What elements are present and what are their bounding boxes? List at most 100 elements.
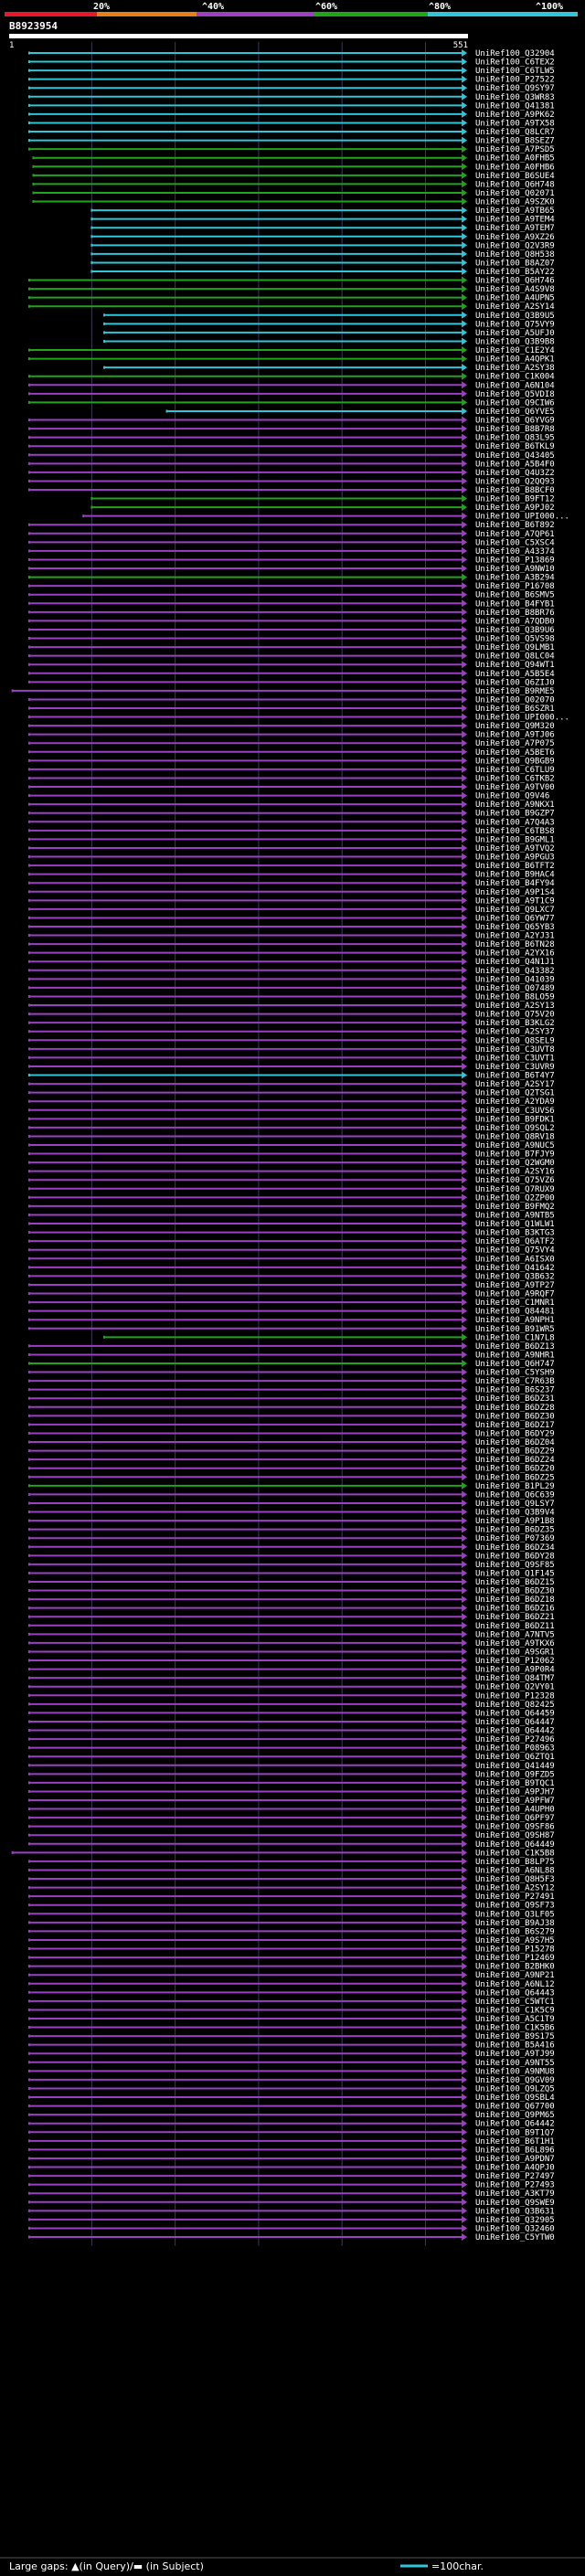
hit-row[interactable]: UniRef100_Q2WGM0	[27, 1159, 555, 1168]
hit-row[interactable]: UniRef100_B5A416	[27, 2041, 555, 2051]
hit-row[interactable]: UniRef100_A4QPJ0	[27, 2163, 555, 2173]
hit-label[interactable]: UniRef100_A9SZK0	[475, 198, 555, 207]
hit-row[interactable]: UniRef100_Q6YVE5	[165, 407, 555, 417]
hit-label[interactable]: UniRef100_A9TB65	[475, 207, 555, 216]
hit-row[interactable]: UniRef100_B6DZ24	[27, 1456, 555, 1465]
hit-row[interactable]: UniRef100_B6DZ28	[27, 1403, 555, 1413]
hit-row[interactable]: UniRef100_A4QPK1	[27, 355, 555, 365]
hit-row[interactable]: UniRef100_Q82425	[27, 1700, 555, 1710]
hit-label[interactable]: UniRef100_A9NUC5	[475, 1141, 555, 1150]
hit-row[interactable]: UniRef100_Q9SWE9	[27, 2198, 555, 2208]
hit-label[interactable]: UniRef100_A9P1S4	[475, 888, 555, 897]
hit-label[interactable]: UniRef100_Q1WLW1	[475, 1220, 555, 1229]
hit-label[interactable]: UniRef100_B9TQC1	[475, 1779, 555, 1788]
hit-row[interactable]: UniRef100_Q8LCR7	[27, 128, 555, 137]
hit-label[interactable]: UniRef100_Q3B632	[475, 1272, 555, 1281]
hit-label[interactable]: UniRef100_B9FDK1	[475, 1115, 555, 1124]
hit-label[interactable]: UniRef100_C3UVS6	[475, 1107, 555, 1116]
hit-label[interactable]: UniRef100_P12062	[475, 1657, 555, 1666]
hit-label[interactable]: UniRef100_B6DY28	[475, 1552, 555, 1561]
hit-row[interactable]: UniRef100_B6DZ35	[27, 1525, 555, 1535]
hit-row[interactable]: UniRef100_UPI000...	[27, 713, 569, 723]
hit-label[interactable]: UniRef100_Q9SF86	[475, 1823, 555, 1832]
hit-row[interactable]: UniRef100_B8B7R8	[27, 425, 555, 434]
hit-label[interactable]: UniRef100_P07369	[475, 1534, 555, 1543]
hit-label[interactable]: UniRef100_A9NMU8	[475, 2067, 555, 2076]
hit-label[interactable]: UniRef100_A9NKX1	[475, 800, 555, 810]
hit-row[interactable]: UniRef100_P27493	[27, 2180, 555, 2190]
hit-row[interactable]: UniRef100_B6TKL9	[27, 442, 555, 451]
hit-label[interactable]: UniRef100_Q9SWE9	[475, 2199, 555, 2208]
hit-row[interactable]: UniRef100_A9TX58	[27, 119, 555, 128]
hit-row[interactable]: UniRef100_A6NL12	[27, 1979, 555, 1989]
hit-row[interactable]: UniRef100_Q6H748	[32, 180, 555, 189]
hit-label[interactable]: UniRef100_C3UVR9	[475, 1063, 555, 1072]
hit-row[interactable]: UniRef100_Q67700	[27, 2102, 555, 2112]
hit-label[interactable]: UniRef100_B8AZ07	[475, 259, 555, 268]
hit-row[interactable]: UniRef100_A4S9V8	[27, 285, 555, 294]
hit-row[interactable]: UniRef100_A9PJ02	[90, 504, 555, 513]
hit-row[interactable]: UniRef100_A9NT55	[27, 2058, 555, 2068]
hit-row[interactable]: UniRef100_C1K5B6	[27, 2023, 555, 2033]
hit-label[interactable]: UniRef100_B6DZ30	[475, 1587, 555, 1596]
hit-label[interactable]: UniRef100_B8LP75	[475, 1858, 555, 1867]
hit-row[interactable]: UniRef100_A6NL88	[27, 1866, 555, 1875]
hit-row[interactable]: UniRef100_Q9V46	[27, 791, 549, 801]
hit-label[interactable]: UniRef100_B9AJ38	[475, 1919, 555, 1928]
hit-label[interactable]: UniRef100_Q5VDI8	[475, 390, 555, 399]
hit-label[interactable]: UniRef100_A2SY14	[475, 302, 555, 312]
hit-row[interactable]: UniRef100_Q3B631	[27, 2207, 555, 2216]
hit-label[interactable]: UniRef100_A4QPK1	[475, 355, 555, 365]
hit-row[interactable]: UniRef100_A9PK62	[27, 110, 555, 120]
hit-label[interactable]: UniRef100_B5AY22	[475, 268, 555, 277]
hit-row[interactable]: UniRef100_B8BR76	[27, 608, 555, 618]
hit-row[interactable]: UniRef100_Q6H747	[27, 1360, 555, 1369]
hit-row[interactable]: UniRef100_B6S279	[27, 1927, 555, 1936]
hit-row[interactable]: UniRef100_A2SY16	[27, 1167, 555, 1177]
hit-label[interactable]: UniRef100_A9PGU3	[475, 853, 555, 863]
hit-row[interactable]: UniRef100_P12328	[27, 1691, 555, 1701]
hit-row[interactable]: UniRef100_Q32904	[27, 49, 555, 58]
hit-label[interactable]: UniRef100_C1MNR1	[475, 1299, 555, 1308]
hit-row[interactable]: UniRef100_Q8LC04	[27, 652, 555, 662]
hit-row[interactable]: UniRef100_Q9LMB1	[27, 643, 555, 652]
hit-label[interactable]: UniRef100_Q9M320	[475, 722, 555, 731]
hit-label[interactable]: UniRef100_C1K5C9	[475, 2006, 555, 2015]
hit-row[interactable]: UniRef100_A9PGU3	[27, 853, 555, 863]
hit-row[interactable]: UniRef100_B6TFT2	[27, 862, 555, 871]
hit-row[interactable]: UniRef100_P16708	[27, 582, 555, 591]
hit-label[interactable]: UniRef100_Q6YW77	[475, 914, 555, 923]
hit-row[interactable]: UniRef100_UPI000...	[82, 512, 569, 522]
hit-row[interactable]: UniRef100_Q41449	[27, 1761, 555, 1771]
hit-label[interactable]: UniRef100_B6T892	[475, 521, 555, 530]
hit-row[interactable]: UniRef100_Q4N1J1	[27, 958, 555, 967]
hit-label[interactable]: UniRef100_Q64443	[475, 1988, 555, 1998]
hit-row[interactable]: UniRef100_B9HAC4	[27, 870, 555, 880]
hit-label[interactable]: UniRef100_B1PL29	[475, 1482, 555, 1491]
hit-row[interactable]: UniRef100_A9PDN7	[27, 2154, 555, 2164]
hit-label[interactable]: UniRef100_UPI000...	[475, 513, 569, 522]
hit-row[interactable]: UniRef100_B8AZ07	[90, 259, 555, 268]
hit-row[interactable]: UniRef100_A2YDA9	[27, 1097, 555, 1107]
hit-row[interactable]: UniRef100_C6TLW5	[27, 67, 555, 76]
hit-row[interactable]: UniRef100_P15278	[27, 1945, 555, 1955]
hit-row[interactable]: UniRef100_A2YX16	[27, 949, 555, 959]
hit-label[interactable]: UniRef100_B6DZ17	[475, 1421, 555, 1430]
hit-label[interactable]: UniRef100_Q9LSY7	[475, 1500, 555, 1509]
hit-label[interactable]: UniRef100_A2SY16	[475, 1168, 555, 1177]
hit-label[interactable]: UniRef100_B6SMV5	[475, 591, 555, 600]
hit-label[interactable]: UniRef100_A9TP27	[475, 1281, 555, 1290]
hit-row[interactable]: UniRef100_Q3WR83	[27, 92, 555, 102]
hit-label[interactable]: UniRef100_Q8SEL9	[475, 1036, 555, 1045]
hit-label[interactable]: UniRef100_B9GML1	[475, 835, 555, 844]
hit-row[interactable]: UniRef100_Q3B9V4	[27, 1508, 555, 1518]
hit-label[interactable]: UniRef100_B9FT12	[475, 495, 555, 504]
hit-row[interactable]: UniRef100_Q9LSY7	[27, 1499, 555, 1509]
hit-label[interactable]: UniRef100_P16708	[475, 582, 555, 591]
hit-row[interactable]: UniRef100_Q07489	[27, 983, 555, 993]
hit-label[interactable]: UniRef100_Q8H5F3	[475, 1875, 555, 1884]
hit-row[interactable]: UniRef100_B9FMQ2	[27, 1202, 555, 1212]
hit-row[interactable]: UniRef100_B9FT12	[90, 494, 555, 504]
hit-label[interactable]: UniRef100_Q64449	[475, 1840, 555, 1850]
hit-label[interactable]: UniRef100_C1N7L8	[475, 1333, 555, 1342]
